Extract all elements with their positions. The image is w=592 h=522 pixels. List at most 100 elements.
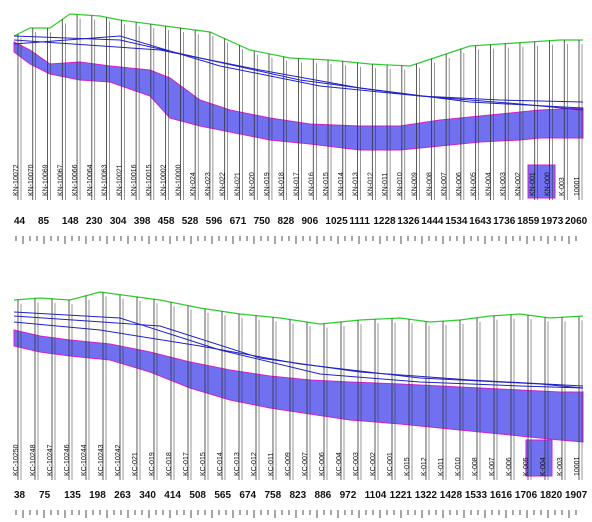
distance-label: 758 [264, 490, 281, 501]
distance-label: 398 [134, 216, 151, 227]
well-box [527, 164, 556, 199]
station-id: K-003 [559, 177, 566, 196]
station-id: KN-10000 [175, 164, 182, 196]
station-id: KN-003 [500, 172, 507, 196]
distance-label: 828 [278, 216, 295, 227]
station-id: KN-10016 [131, 164, 138, 196]
station-id: KC-10242 [115, 444, 122, 476]
distance-label: 230 [86, 216, 103, 227]
distance-label: 1428 [440, 490, 463, 501]
distance-label: 508 [189, 490, 206, 501]
station-id: KC-018 [166, 452, 173, 476]
profile-top: KN-10072 KN-10070 KN-10069 KN-10067 KN-10066… [13, 13, 588, 244]
station-id: KC-019 [149, 452, 156, 476]
station-id: K-012 [421, 457, 428, 476]
station-id: K-006 [506, 457, 513, 476]
distance-label: 1221 [390, 490, 413, 501]
distance-label: 1973 [541, 216, 564, 227]
station-id: KC-10243 [98, 444, 105, 476]
distance-label: 1025 [325, 216, 348, 227]
station-id: KN-023 [205, 172, 212, 196]
distance-label: 886 [315, 490, 332, 501]
station-id: 10001 [574, 176, 581, 196]
distance-label: 148 [62, 216, 79, 227]
station-id: KN-009 [412, 172, 419, 196]
station-id: KC-007 [302, 452, 309, 476]
station-id: KC-014 [217, 452, 224, 476]
station-id: K-003 [557, 457, 564, 476]
station-id: KN-018 [279, 172, 286, 196]
station-id: KC-10248 [30, 444, 37, 476]
station-id: KN-017 [294, 172, 301, 196]
distance-label: 263 [114, 490, 131, 501]
station-id: KN-014 [338, 172, 345, 196]
station-id: KC-017 [183, 452, 190, 476]
station-id: KN-000 [544, 172, 551, 196]
distance-label: 1736 [493, 216, 516, 227]
distance-label: 1616 [490, 490, 513, 501]
station-id: KN-10063 [102, 164, 109, 196]
station-id: KN-10069 [43, 164, 50, 196]
distance-label: 1859 [517, 216, 540, 227]
distance-label: 1322 [415, 490, 438, 501]
distance-label: 972 [340, 490, 357, 501]
pipe-band [13, 329, 584, 443]
distance-label: 1111 [349, 216, 370, 227]
station-id: KC-001 [387, 452, 394, 476]
distance-label: 304 [110, 216, 127, 227]
station-id: KN-002 [515, 172, 522, 196]
station-id: K-015 [404, 457, 411, 476]
station-id: KN-020 [249, 172, 256, 196]
distance-label: 198 [89, 490, 106, 501]
station-id: KN-10067 [57, 164, 64, 196]
station-id: K-007 [489, 457, 496, 476]
station-id: KN-005 [471, 172, 478, 196]
station-id: KC-004 [336, 452, 343, 476]
station-id: KN-013 [353, 172, 360, 196]
ground-line [13, 291, 584, 325]
station-id: KN-019 [264, 172, 271, 196]
station-id: KC-002 [370, 452, 377, 476]
station-id: KC-013 [234, 452, 241, 476]
reference-line [13, 39, 584, 109]
station-id: KN-006 [456, 172, 463, 196]
station-id: KC-011 [268, 453, 275, 476]
distance-label: 44 [14, 216, 26, 227]
distance-label: 1533 [465, 490, 488, 501]
station-id: KN-10015 [146, 164, 153, 196]
station-id: 10001 [574, 456, 581, 476]
station-id: KN-021 [234, 172, 241, 196]
distance-label: 458 [158, 216, 175, 227]
station-id: KN-024 [190, 172, 197, 196]
station-id: KC-003 [353, 452, 360, 476]
distance-label: 823 [290, 490, 307, 501]
distance-label: 1820 [540, 490, 563, 501]
station-id: KN-022 [220, 172, 227, 196]
distance-label: 906 [301, 216, 318, 227]
station-id: KC-10250 [13, 444, 20, 476]
station-id: KN-10064 [87, 164, 94, 196]
station-id: KC-015 [200, 452, 207, 476]
distance-label: 85 [38, 216, 50, 227]
reference-line [13, 321, 584, 389]
station-id: KC-10244 [81, 444, 88, 476]
distance-label: 135 [64, 490, 81, 501]
distance-label: 1907 [565, 490, 588, 501]
profile-bottom: KC-10250 KC-10248 KC-10247 KC-10246 KC-10244… [13, 291, 588, 518]
station-id: K-005 [523, 457, 530, 476]
ground-line [13, 13, 583, 67]
station-id: K-010 [455, 457, 462, 476]
station-id: KN-10002 [161, 164, 168, 196]
station-id: KN-012 [367, 172, 374, 196]
distance-label: 674 [239, 490, 256, 501]
distance-label: 1228 [373, 216, 396, 227]
station-id: KN-008 [426, 172, 433, 196]
distance-label: 565 [214, 490, 231, 501]
distance-label: 1534 [445, 216, 468, 227]
distance-label: 1444 [421, 216, 444, 227]
station-id: KC-10246 [64, 444, 71, 476]
station-id: KN-016 [308, 172, 315, 196]
distance-label: 2060 [565, 216, 588, 227]
station-id: K-008 [472, 457, 479, 476]
